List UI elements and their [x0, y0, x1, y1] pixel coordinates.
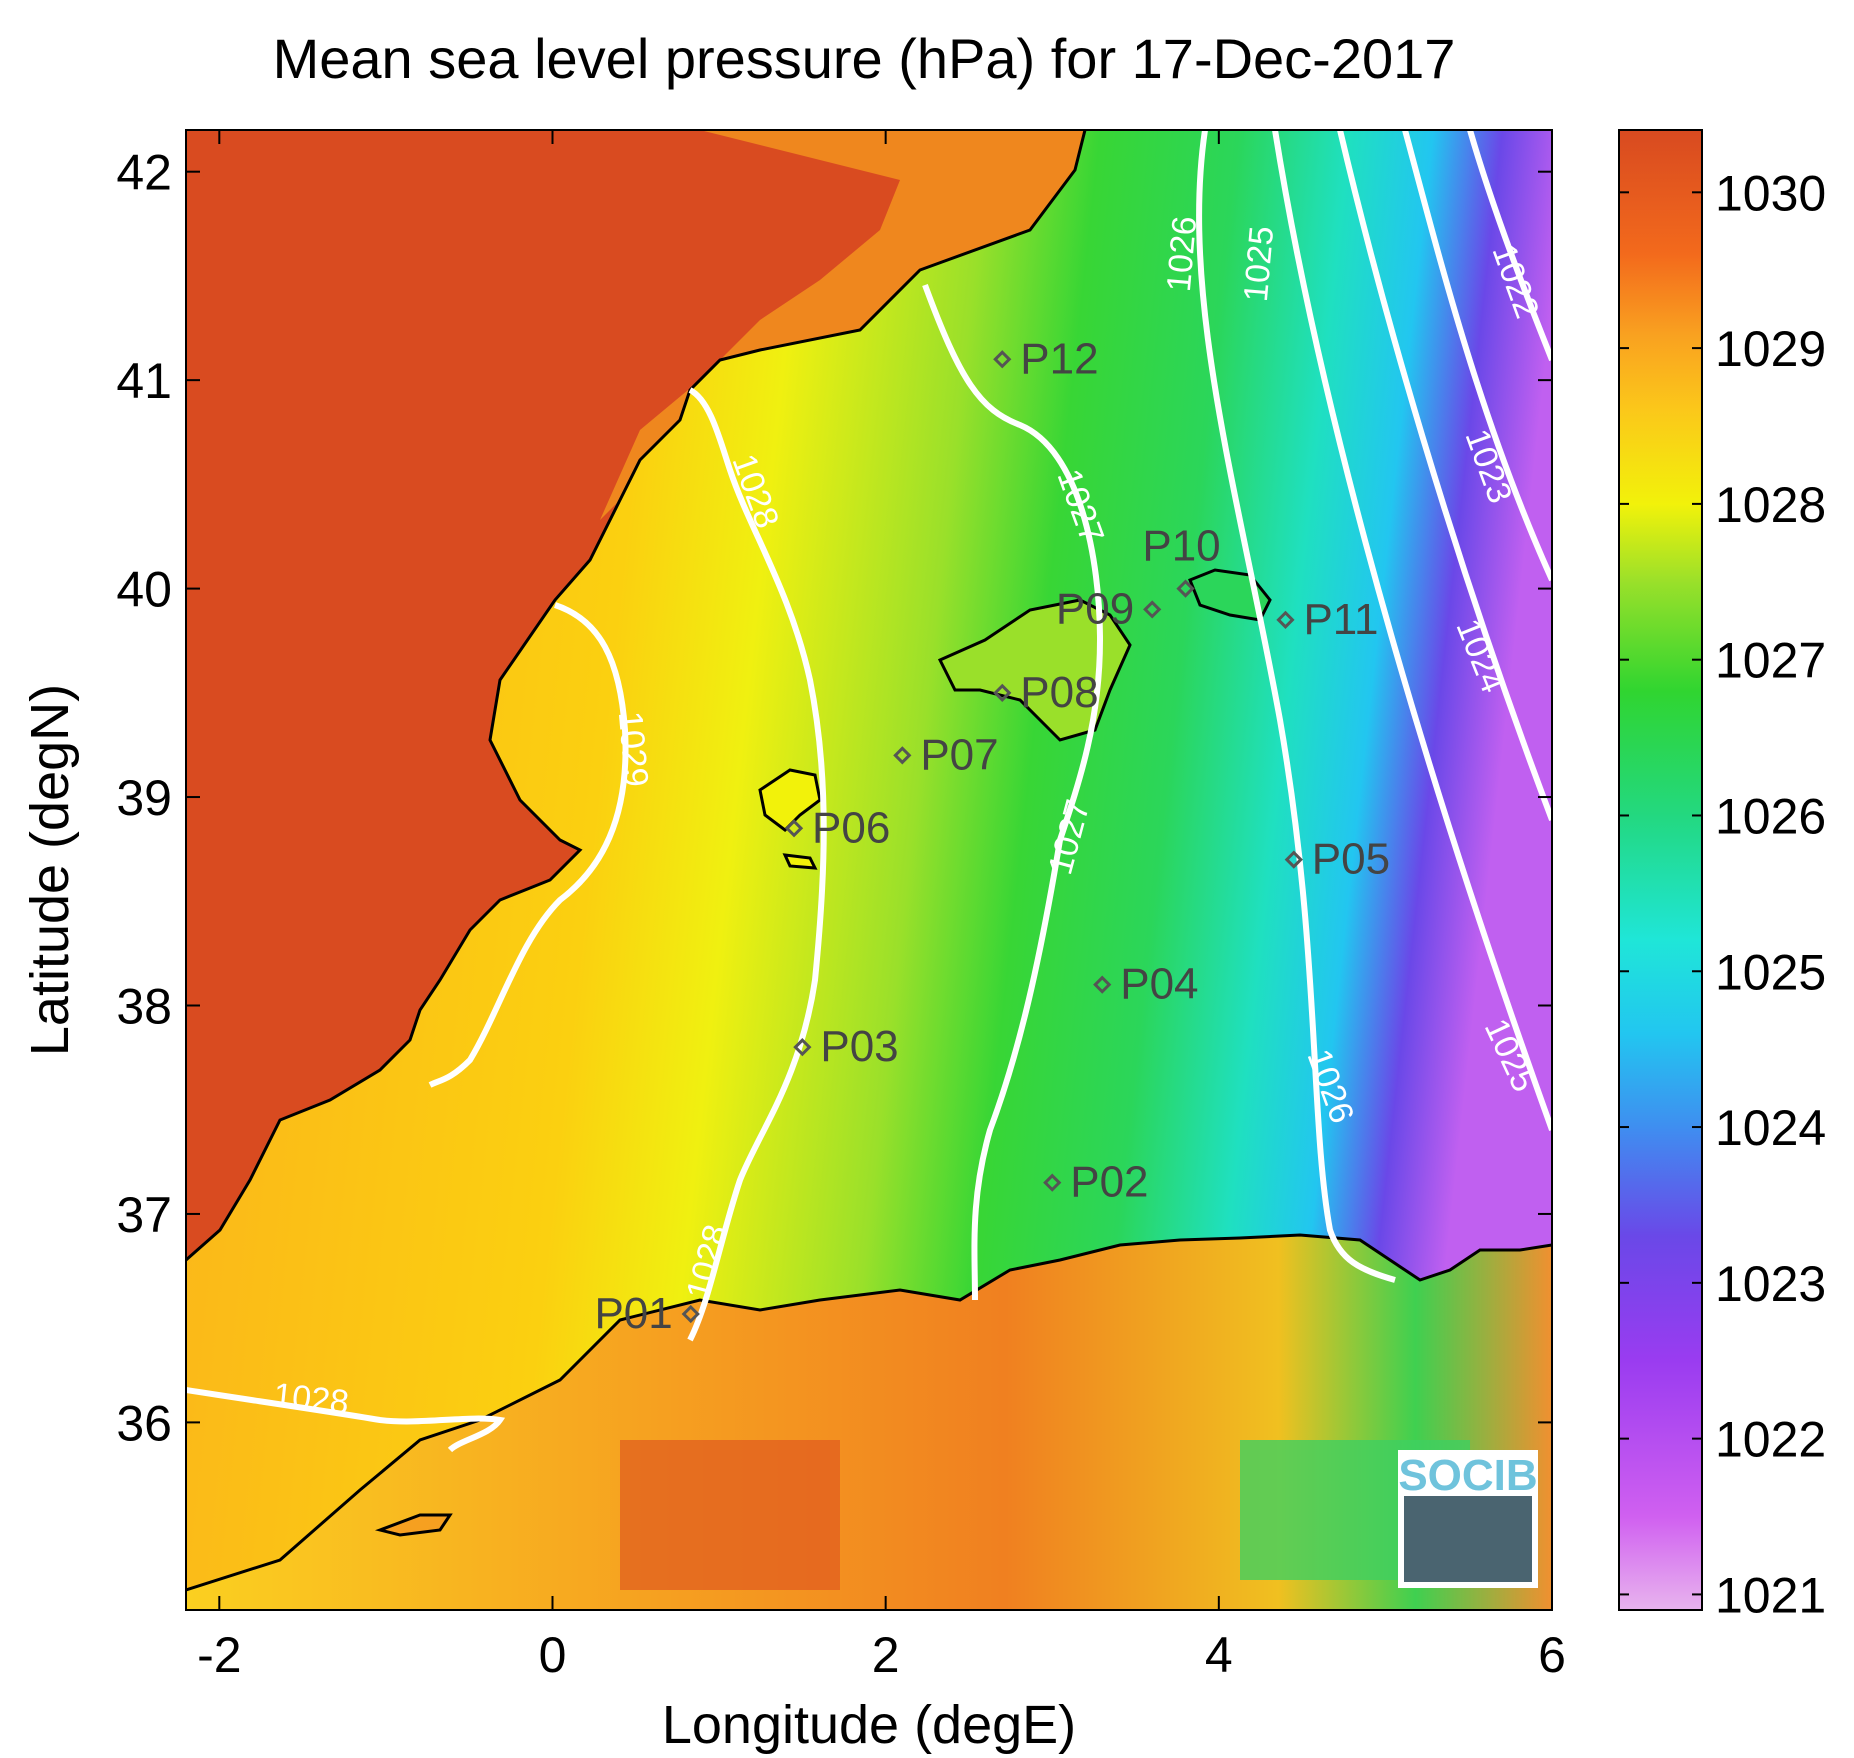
station-marker	[793, 1038, 812, 1057]
y-tick-label: 36	[116, 1395, 172, 1451]
isobar-1026	[1196, 130, 1396, 1283]
iberia-land	[186, 130, 1085, 1260]
isobar-1024	[1337, 130, 1552, 822]
colorbar-tick-label: 1022	[1715, 1412, 1826, 1468]
station-marker	[1093, 975, 1112, 994]
x-tick-label: 2	[872, 1627, 900, 1683]
africa-relief-dark	[620, 1440, 840, 1590]
colorbar: 1021 1022 1023 1024 1025 1026 1027 1028 1029 1030	[1618, 129, 1826, 1623]
iberia-coastline	[186, 130, 1087, 1262]
x-tick-label: 0	[539, 1627, 567, 1683]
colorbar-segment	[1619, 1516, 1702, 1611]
y-tick-label: 39	[116, 770, 172, 826]
station-label: P11	[1303, 595, 1378, 644]
iberia-coastal-band	[600, 130, 1085, 520]
ibiza-island	[758, 768, 822, 832]
y-tick-label: 42	[116, 145, 172, 201]
africa-land	[186, 1235, 1552, 1610]
station-label: P05	[1312, 835, 1390, 884]
y-tick-label: 37	[116, 1187, 172, 1243]
colorbar-segment	[1619, 1236, 1702, 1362]
colorbar-tick-label: 1021	[1715, 1567, 1826, 1623]
map-plot-area: 1022 1023 1024 1025 1025 1026 1026 1027 …	[186, 130, 1552, 1610]
colorbar-ticks: 1021 1022 1023 1024 1025 1026 1027 1028 1029 1030	[1619, 165, 1826, 1623]
colorbar-segment	[1619, 332, 1702, 411]
isobar-1028-south	[186, 1387, 506, 1453]
station-label: P01	[594, 1289, 672, 1338]
station-marker	[681, 1304, 700, 1324]
alboran-island	[374, 1513, 453, 1537]
chart-title: Mean sea level pressure (hPa) for 17-Dec…	[273, 27, 1456, 90]
station-label: P08	[1020, 668, 1098, 717]
station-label: P04	[1120, 960, 1198, 1009]
contour-label: 1026	[1160, 215, 1204, 294]
colorbar-segment	[1619, 940, 1702, 1035]
station-marker	[993, 683, 1012, 702]
x-tick-label: 4	[1205, 1627, 1233, 1683]
formentera-island	[782, 853, 818, 870]
colorbar-segment	[1619, 254, 1702, 334]
isobar-1025-north	[1272, 130, 1552, 1132]
y-axis: 36 37 38 39 40 41 42	[116, 145, 1552, 1451]
station-label: P12	[1020, 334, 1098, 383]
x-tick-label: 6	[1538, 1627, 1566, 1683]
mallorca-island	[937, 598, 1132, 742]
isobar-1029	[428, 602, 629, 1088]
x-axis: -2 0 2 4 6	[197, 130, 1566, 1683]
y-tick-label: 41	[116, 353, 172, 409]
isobar-1028-main	[687, 387, 827, 1342]
station-marker	[1284, 850, 1303, 869]
colorbar-tick-label: 1023	[1715, 1256, 1826, 1312]
isobar-1022	[1467, 130, 1552, 362]
colorbar-segment	[1619, 815, 1702, 941]
contour-label: 1029	[611, 710, 655, 789]
contour-label: 1025	[1237, 225, 1281, 304]
contour-label: 1028	[272, 1376, 351, 1422]
x-tick-label: -2	[197, 1627, 241, 1683]
logo-image	[1404, 1496, 1532, 1582]
socib-logo: SOCIB	[1398, 1450, 1538, 1588]
colorbar-tick-label: 1027	[1715, 633, 1826, 689]
station-label: P09	[1056, 584, 1134, 633]
station-label: P03	[820, 1022, 898, 1071]
colorbar-tick-label: 1026	[1715, 788, 1826, 844]
colorbar-tick-label: 1029	[1715, 321, 1826, 377]
colorbar-tick-label: 1028	[1715, 477, 1826, 533]
station-marker	[1143, 600, 1162, 619]
colorbar-segment	[1619, 503, 1702, 583]
isobar-contours	[186, 130, 1552, 1453]
colorbar-segment	[1619, 410, 1702, 505]
isobar-1027	[922, 283, 1104, 1301]
colorbar-segment	[1619, 1033, 1702, 1128]
station-marker	[993, 350, 1012, 369]
colorbar-tick-label: 1024	[1715, 1100, 1826, 1156]
colorbar-segment	[1619, 581, 1702, 692]
colorbar-segment	[1619, 130, 1702, 256]
colorbar-frame	[1618, 129, 1703, 1611]
station-label: P02	[1070, 1158, 1148, 1207]
x-axis-label: Longitude (degE)	[662, 1695, 1076, 1755]
station-marker	[1043, 1173, 1062, 1192]
colorbar-tick-label: 1030	[1715, 165, 1826, 221]
station-label: P10	[1142, 522, 1220, 571]
logo-text: SOCIB	[1398, 1451, 1537, 1500]
station-label: P07	[920, 730, 998, 779]
station-marker	[893, 746, 912, 765]
colorbar-segment	[1619, 1127, 1702, 1237]
colorbar-strip	[1619, 130, 1702, 1611]
station-marker	[1176, 579, 1195, 598]
y-tick-label: 38	[116, 978, 172, 1034]
y-axis-label: Latitude (degN)	[20, 684, 80, 1056]
station-marker	[784, 819, 804, 838]
colorbar-tick-label: 1025	[1715, 944, 1826, 1000]
y-tick-label: 40	[116, 562, 172, 618]
colorbar-segment	[1619, 690, 1702, 816]
isobar-1023	[1402, 130, 1552, 582]
plot-frame	[185, 129, 1553, 1611]
colorbar-segment	[1619, 1360, 1702, 1518]
station-marker	[1276, 610, 1295, 629]
station-label: P06	[812, 803, 890, 852]
